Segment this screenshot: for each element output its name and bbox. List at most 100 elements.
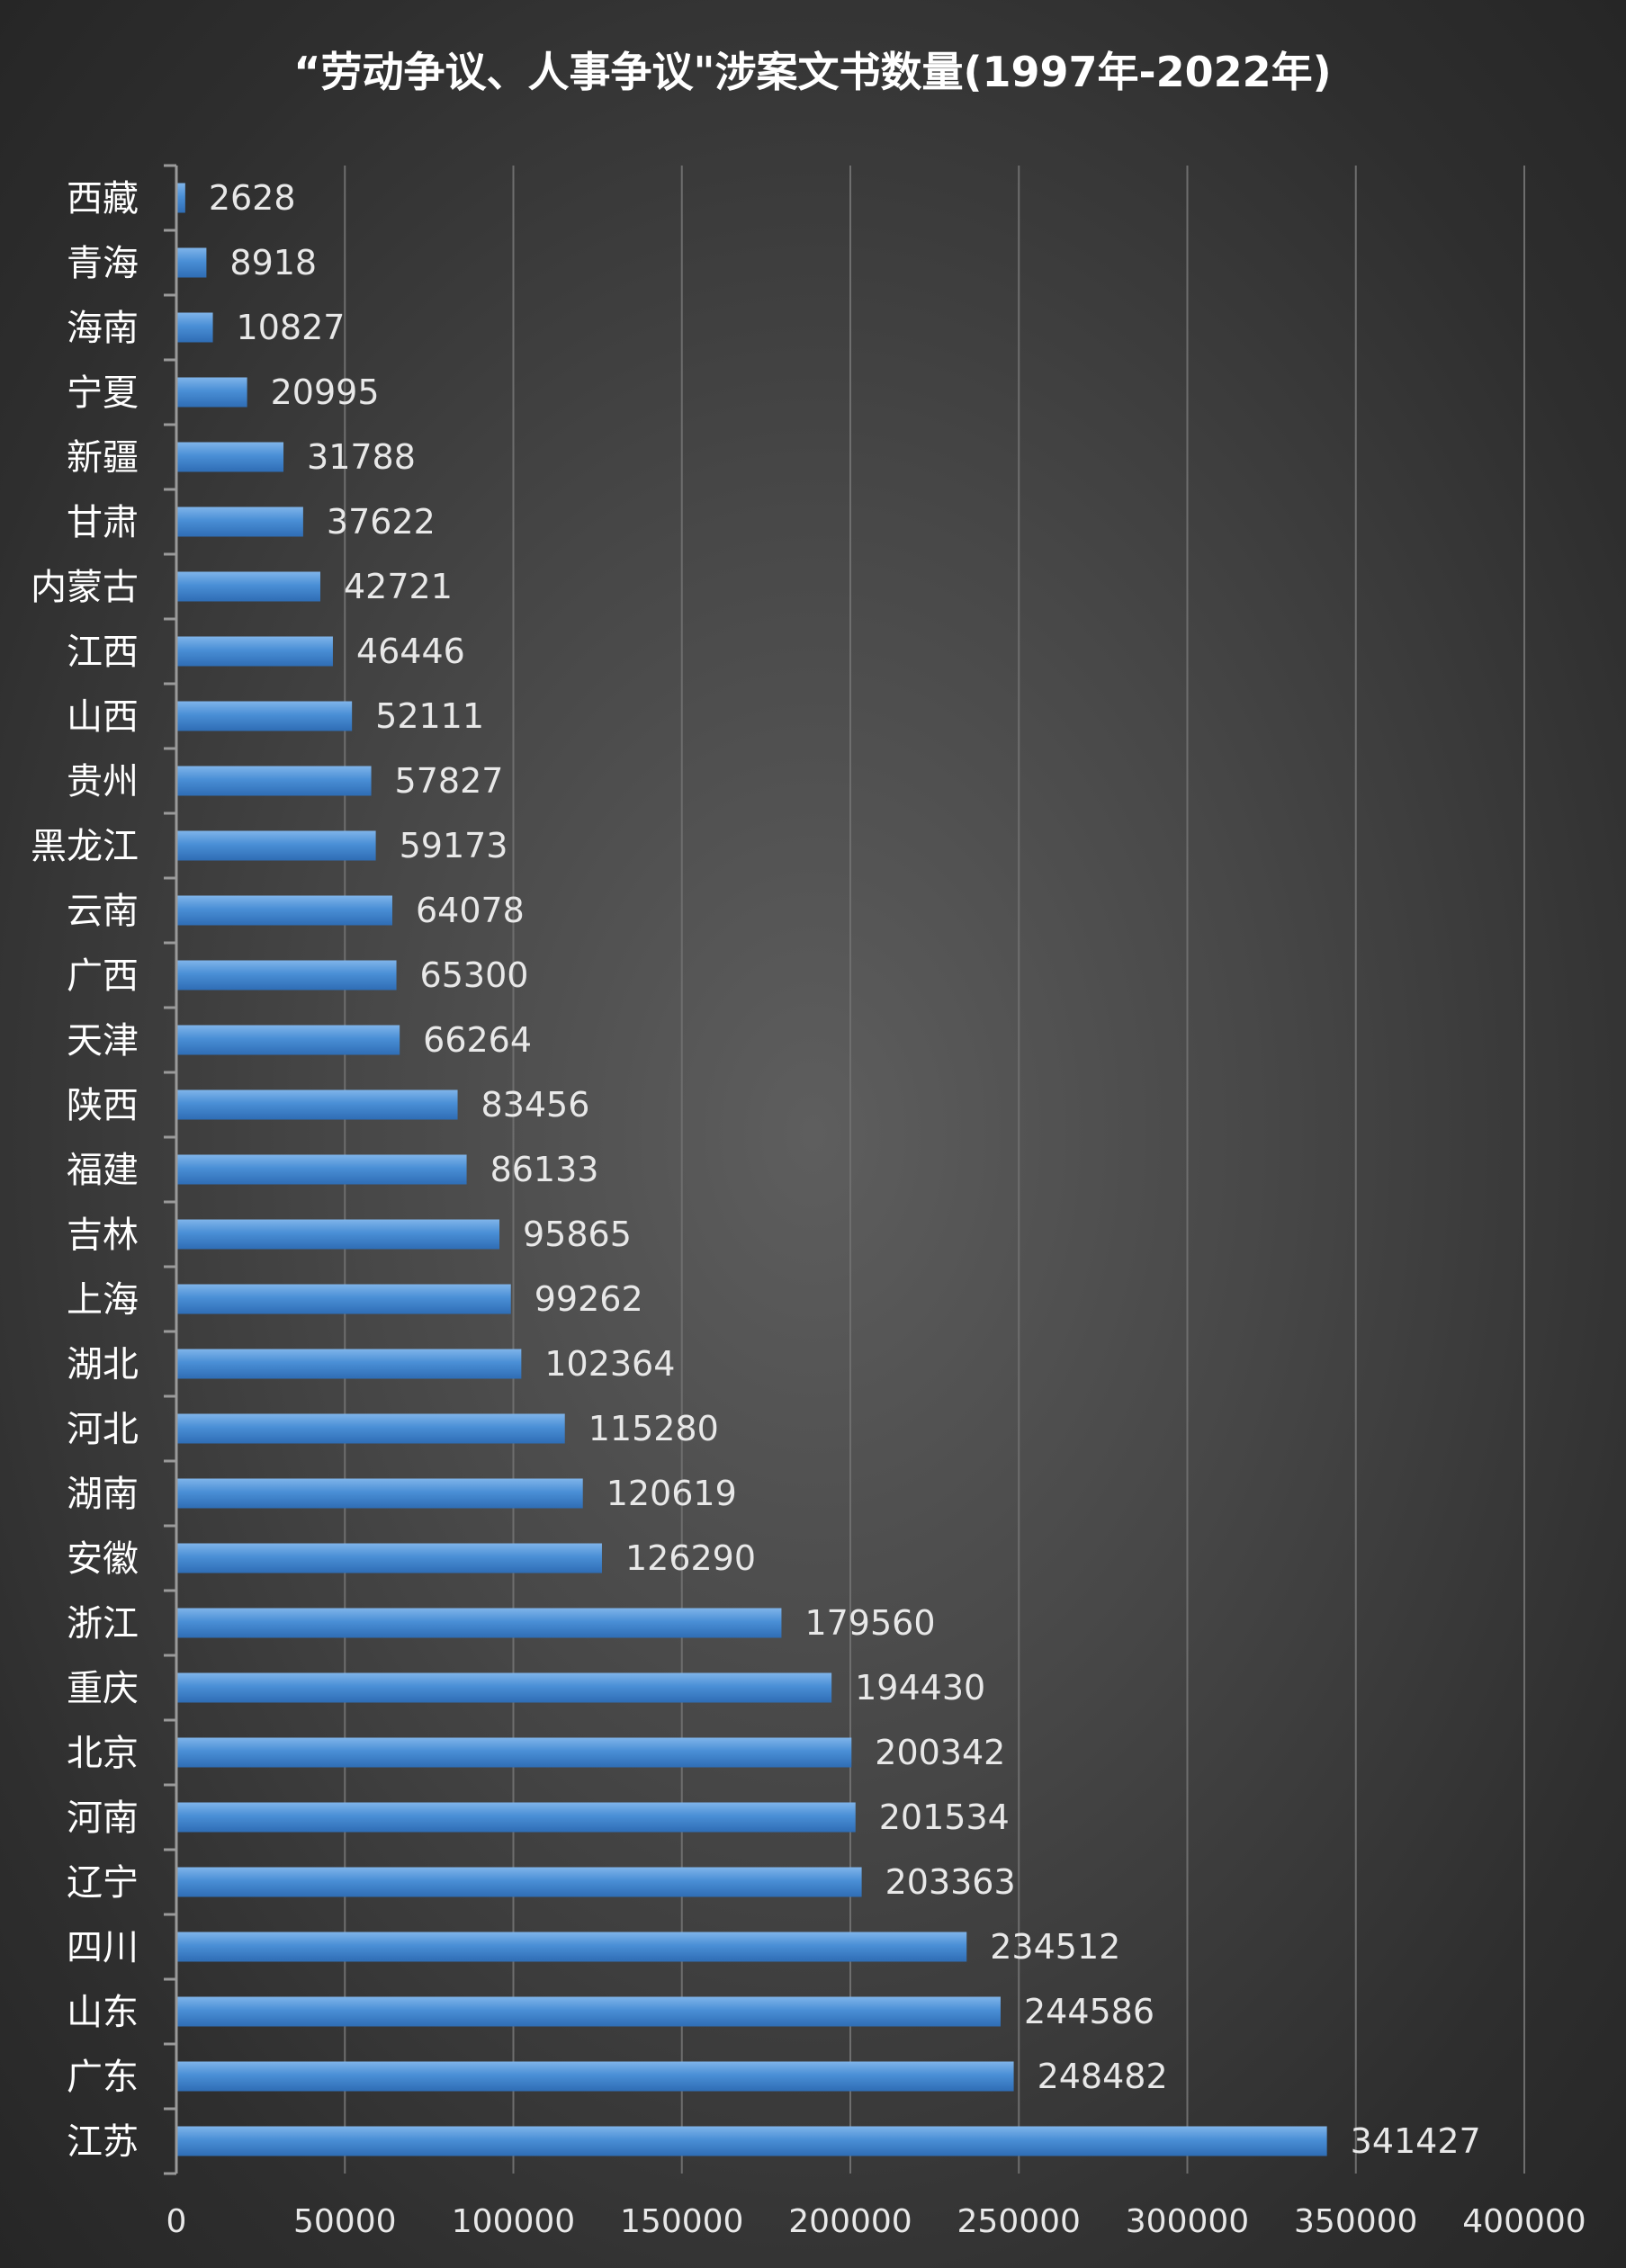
bar (176, 506, 303, 537)
category-label: 湖南 (67, 1474, 139, 1515)
bar (176, 1349, 522, 1379)
bar (176, 636, 333, 667)
x-tick-label: 400000 (1462, 2203, 1586, 2240)
x-tick-label: 300000 (1126, 2203, 1249, 2240)
bar (176, 1737, 852, 1768)
category-label: 安徽 (67, 1538, 139, 1580)
category-label: 广东 (67, 2057, 139, 2098)
data-label: 86133 (490, 1150, 599, 1189)
category-label: 重庆 (67, 1668, 139, 1709)
data-label: 46446 (356, 632, 465, 671)
bar (176, 1478, 583, 1509)
category-label: 陕西 (67, 1085, 139, 1126)
category-label: 海南 (67, 308, 139, 349)
labels: 0 50000 100000 150000 200000 250000 300000 3500… (31, 178, 1586, 2240)
category-label: 河南 (67, 1797, 139, 1839)
gridlines (344, 166, 1525, 2174)
bar (176, 1284, 511, 1314)
category-label: 江苏 (67, 2121, 139, 2163)
bar (176, 1672, 832, 1703)
data-label: 99262 (535, 1279, 643, 1319)
bar (176, 2061, 1014, 2092)
data-label: 31788 (307, 437, 416, 477)
category-label: 甘肃 (67, 502, 139, 543)
data-label: 120619 (606, 1474, 737, 1513)
bar (176, 895, 392, 926)
category-label: 北京 (67, 1733, 139, 1774)
data-label: 194430 (855, 1668, 985, 1708)
data-label: 64078 (416, 891, 525, 930)
data-label: 126290 (625, 1538, 756, 1578)
bar (176, 960, 397, 991)
category-label: 浙江 (67, 1603, 139, 1645)
bar (176, 312, 213, 343)
data-label: 66264 (423, 1020, 532, 1060)
bar (176, 1802, 856, 1833)
category-label: 青海 (67, 243, 139, 284)
x-tick-label: 250000 (957, 2203, 1081, 2240)
bar (176, 247, 207, 278)
category-label: 广西 (67, 955, 139, 997)
category-label: 江西 (67, 632, 139, 673)
category-label: 山东 (67, 1992, 139, 2033)
bar (176, 1996, 1001, 2027)
category-label: 天津 (67, 1020, 139, 1062)
bar (176, 183, 185, 213)
bar (176, 1025, 400, 1055)
category-label: 湖北 (67, 1344, 139, 1385)
x-tick-label: 100000 (452, 2203, 575, 2240)
category-label: 吉林 (67, 1215, 139, 1256)
bar (176, 377, 247, 408)
bar (176, 1932, 967, 1962)
data-label: 83456 (481, 1085, 590, 1125)
data-label: 65300 (420, 955, 529, 995)
data-label: 57827 (395, 761, 504, 801)
data-label: 203363 (885, 1862, 1016, 1902)
bar (176, 766, 372, 796)
category-label: 四川 (67, 1927, 139, 1968)
category-label: 河北 (67, 1409, 139, 1450)
axes (164, 164, 178, 2175)
data-label: 95865 (523, 1215, 632, 1254)
bar (176, 571, 320, 602)
x-tick-label: 0 (166, 2203, 187, 2240)
data-label: 102364 (544, 1344, 675, 1384)
category-label: 上海 (67, 1279, 139, 1321)
data-label: 341427 (1351, 2121, 1481, 2161)
data-label: 2628 (209, 178, 296, 218)
data-label: 8918 (229, 243, 317, 282)
chart-title: “劳动争议、人事争议"涉案文书数量(1997年-2022年) (293, 48, 1331, 96)
category-label: 新疆 (67, 437, 139, 479)
category-label: 西藏 (67, 178, 139, 220)
data-label: 179560 (804, 1603, 935, 1643)
bar (176, 442, 284, 472)
data-label: 37622 (327, 502, 436, 542)
bar (176, 1867, 862, 1897)
data-label: 115280 (588, 1409, 719, 1448)
bar (176, 1543, 602, 1573)
data-label: 20995 (271, 372, 380, 412)
bar (176, 2126, 1327, 2156)
category-label: 福建 (67, 1150, 139, 1191)
category-label: 黑龙江 (31, 826, 139, 867)
category-label: 辽宁 (67, 1862, 139, 1904)
x-tick-label: 150000 (620, 2203, 743, 2240)
data-label: 52111 (375, 696, 484, 736)
bars (176, 183, 1327, 2156)
bar (176, 1154, 467, 1185)
category-label: 贵州 (67, 761, 139, 802)
data-label: 10827 (237, 308, 346, 347)
data-label: 234512 (990, 1927, 1120, 1967)
category-label: 云南 (67, 891, 139, 932)
category-label: 山西 (67, 696, 139, 738)
category-label: 内蒙古 (31, 567, 139, 608)
data-label: 244586 (1024, 1992, 1154, 2031)
data-label: 248482 (1038, 2057, 1168, 2096)
data-label: 59173 (400, 826, 508, 865)
bar (176, 1413, 565, 1444)
category-label: 宁夏 (67, 372, 139, 414)
bar (176, 1089, 458, 1120)
x-tick-label: 200000 (788, 2203, 912, 2240)
data-label: 201534 (879, 1797, 1010, 1837)
